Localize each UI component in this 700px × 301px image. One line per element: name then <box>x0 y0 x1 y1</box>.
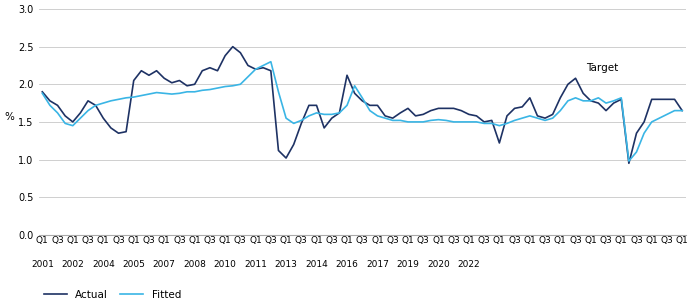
Text: 2001: 2001 <box>31 260 54 269</box>
Actual <box>236 51 244 54</box>
Actual <box>655 98 664 101</box>
Y-axis label: %: % <box>5 112 15 122</box>
Actual <box>244 64 252 67</box>
Text: 2011: 2011 <box>244 260 267 269</box>
Actual <box>228 45 237 48</box>
Fitted <box>259 64 267 67</box>
Text: 2017: 2017 <box>366 260 389 269</box>
Text: 2010: 2010 <box>214 260 237 269</box>
Text: 2014: 2014 <box>305 260 328 269</box>
Text: Target: Target <box>586 63 618 73</box>
Actual <box>145 73 153 77</box>
Text: 2005: 2005 <box>122 260 145 269</box>
Actual <box>678 109 687 113</box>
Fitted <box>145 92 153 96</box>
Fitted <box>678 109 687 113</box>
Fitted <box>655 116 664 120</box>
Fitted <box>624 159 633 163</box>
Legend: Actual, Fitted: Actual, Fitted <box>43 290 181 300</box>
Actual <box>365 104 374 107</box>
Text: 2002: 2002 <box>62 260 84 269</box>
Text: 2007: 2007 <box>153 260 176 269</box>
Actual <box>267 69 275 73</box>
Fitted <box>228 84 237 88</box>
Line: Fitted: Fitted <box>42 62 682 161</box>
Text: 2004: 2004 <box>92 260 115 269</box>
Fitted <box>236 82 244 86</box>
Text: 2008: 2008 <box>183 260 206 269</box>
Text: 2016: 2016 <box>335 260 358 269</box>
Text: 2022: 2022 <box>458 260 480 269</box>
Actual <box>624 161 633 165</box>
Actual <box>38 90 46 94</box>
Text: 2020: 2020 <box>427 260 450 269</box>
Fitted <box>267 60 275 64</box>
Fitted <box>365 109 374 113</box>
Text: 2013: 2013 <box>274 260 298 269</box>
Text: 2019: 2019 <box>396 260 419 269</box>
Line: Actual: Actual <box>42 47 682 163</box>
Fitted <box>38 92 46 95</box>
